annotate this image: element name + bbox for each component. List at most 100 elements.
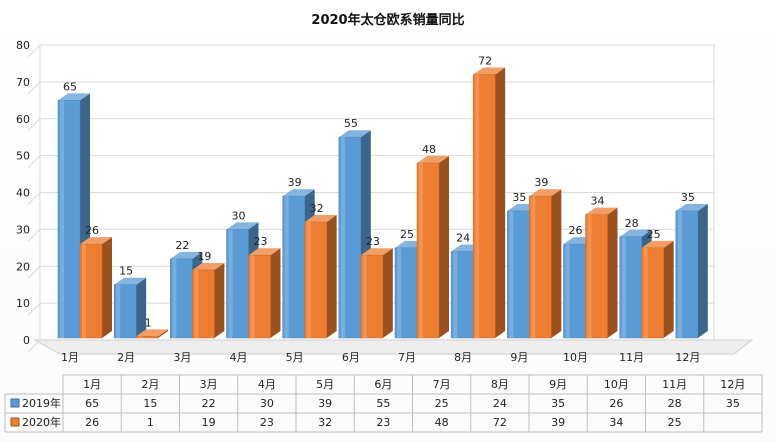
data-label: 28 [625,217,639,230]
bar-highlight [116,284,121,338]
bar-top [192,262,225,270]
x-tick-label: 3月 [173,351,191,364]
y-tick-label: 30 [16,223,30,236]
bar-highlight [228,229,233,338]
x-tick-label: 5月 [286,351,304,364]
bar-highlight [284,196,289,338]
data-label: 48 [422,143,436,156]
y-tick-label: 0 [23,334,30,347]
bar-2020年 [135,336,159,339]
bar-highlight [194,269,199,338]
gridline-side [27,229,41,242]
y-tick-label: 70 [16,76,30,89]
table-cell: 26 [85,416,99,429]
table-cell: 23 [376,416,390,429]
bar-top [675,203,708,211]
x-tick-label: 6月 [342,351,360,364]
bar-top [417,156,449,163]
bar-top [114,277,147,285]
bar-top [473,67,506,75]
data-label: 23 [254,235,268,248]
data-label: 24 [456,232,470,245]
bar-side [214,262,225,338]
data-label: 23 [366,235,380,248]
bar-top [619,229,652,237]
data-label: 39 [288,176,302,189]
table-cell: 32 [318,416,332,429]
gridline-side [27,192,41,205]
table-header: 5月 [316,378,334,391]
data-label: 22 [175,239,189,252]
y-tick-label: 50 [16,150,30,163]
chart-title: 2020年太仓欧系销量同比 [311,13,465,28]
data-label: 35 [681,191,695,204]
x-tick-label: 1月 [61,351,79,364]
table-cell: 35 [726,397,740,410]
x-tick-label: 10月 [563,351,588,364]
table-header: 12月 [720,378,745,391]
bar-highlight [340,137,345,338]
y-tick-label: 20 [16,260,30,273]
gridline-side [27,155,41,168]
table-cell: 30 [260,397,274,410]
x-tick-label: 2月 [117,351,135,364]
data-label: 25 [400,228,414,241]
y-tick-label: 60 [16,113,30,126]
bar-highlight [643,247,648,338]
data-label: 35 [512,191,526,204]
y-tick-label: 40 [16,187,30,200]
table-cell: 26 [609,397,623,410]
data-label: 26 [85,224,99,237]
data-label: 25 [647,228,661,241]
bar-side [663,240,674,338]
y-tick-label: 10 [16,297,30,310]
table-cell: 65 [85,397,99,410]
x-tick-label: 9月 [510,351,528,364]
bar-highlight [475,74,480,338]
table-header: 7月 [433,378,451,391]
bar-highlight [60,100,64,338]
table-cell: 22 [202,397,216,410]
bar-side [158,329,169,338]
legend-label: 2020年 [22,415,61,429]
bar-side [439,156,449,338]
bar-top [585,207,618,215]
bar-side [382,248,393,338]
gridline-side [27,44,41,58]
bar-side [326,215,337,338]
bar-highlight [419,163,423,338]
data-label: 19 [197,250,211,263]
data-label: 30 [232,209,246,222]
gridline-side [27,265,41,279]
table-cell: 48 [435,416,449,429]
x-tick-label: 7月 [398,351,416,364]
bar-top [226,222,259,230]
bar-highlight [250,255,255,338]
table-cell: 23 [260,416,274,429]
bar-side [102,237,112,338]
bar-highlight [509,210,514,338]
table-cell: 24 [493,397,507,410]
table-cell: 39 [318,397,332,410]
bar-highlight [397,247,401,338]
data-label: 26 [569,224,583,237]
x-tick-label: 4月 [230,351,248,364]
table-header: 3月 [200,378,218,391]
data-label: 1 [145,316,152,329]
bar-side [270,248,281,338]
bar-side [551,189,562,338]
bar-highlight [565,244,570,338]
gridline-side [27,302,41,316]
bar-highlight [587,214,592,338]
bar-top [338,130,371,138]
table-cell: 25 [668,416,682,429]
bar-top [304,215,337,222]
data-label: 65 [63,80,77,93]
table-cell: 28 [668,397,682,410]
bar-highlight [82,244,86,338]
table-cell: 39 [551,416,565,429]
table-header: 6月 [374,378,392,391]
bar-side [697,203,708,338]
